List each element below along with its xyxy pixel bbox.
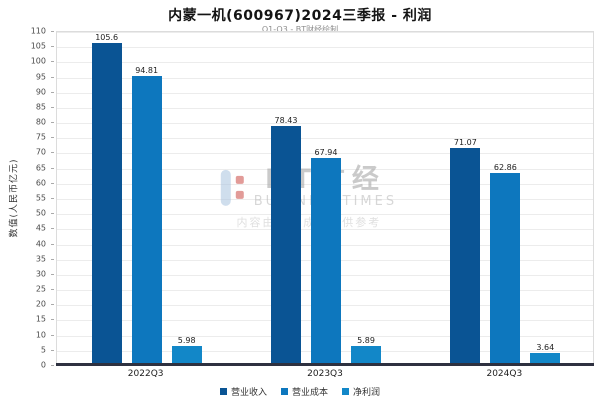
bar-value-label: 67.94 bbox=[314, 147, 338, 157]
legend-item-营业成本: 营业成本 bbox=[280, 385, 328, 398]
bar-value-label: 78.43 bbox=[274, 115, 298, 125]
bar-value-label: 62.86 bbox=[493, 163, 517, 173]
y-tick-label: 25 bbox=[35, 284, 46, 294]
bar-净利润-2023Q3 bbox=[351, 346, 381, 364]
legend-item-净利润: 净利润 bbox=[342, 385, 380, 398]
x-axis-labels: 2022Q3 2023Q3 2024Q3 bbox=[56, 369, 594, 381]
y-tick-label: 10 bbox=[35, 330, 46, 340]
y-tick-label: 80 bbox=[35, 117, 46, 127]
y-tick-label: 100 bbox=[30, 56, 46, 66]
y-tick-mark bbox=[51, 46, 54, 48]
gridline bbox=[57, 123, 593, 125]
y-tick-mark bbox=[51, 91, 54, 93]
bar-value-label: 105.6 bbox=[95, 33, 119, 43]
y-tick-label: 20 bbox=[35, 299, 46, 309]
gridline bbox=[57, 62, 593, 64]
y-tick-mark bbox=[51, 365, 54, 366]
y-tick-mark bbox=[51, 182, 54, 184]
bar-营业收入-2022Q3 bbox=[91, 43, 122, 364]
y-tick-mark bbox=[51, 31, 54, 32]
y-tick-mark bbox=[51, 258, 54, 260]
legend-item-营业收入: 营业收入 bbox=[219, 385, 267, 398]
x-tick-label: 2024Q3 bbox=[486, 369, 523, 379]
gridline bbox=[57, 47, 593, 49]
y-tick-mark bbox=[51, 122, 54, 124]
y-tick-mark bbox=[51, 243, 54, 245]
bar-营业成本-2022Q3 bbox=[131, 76, 162, 364]
bar-净利润-2024Q3 bbox=[530, 352, 561, 364]
gridline bbox=[57, 92, 593, 94]
y-tick-label: 0 bbox=[40, 360, 46, 370]
bt-logo-bar bbox=[220, 169, 231, 206]
y-tick-label: 45 bbox=[35, 223, 46, 233]
y-tick-label: 85 bbox=[35, 102, 46, 112]
gridline bbox=[57, 77, 593, 79]
bar-净利润-2022Q3 bbox=[171, 345, 202, 364]
legend-label: 净利润 bbox=[353, 388, 381, 398]
y-tick-label: 35 bbox=[35, 254, 46, 264]
y-tick-mark bbox=[51, 61, 54, 63]
bt-logo-dot bbox=[235, 176, 244, 184]
y-tick-mark bbox=[51, 228, 54, 230]
gridline bbox=[57, 32, 593, 33]
y-tick-label: 30 bbox=[35, 269, 46, 279]
bar-value-label: 5.89 bbox=[357, 336, 375, 346]
chart-subtitle: Q1-Q3 - BT财经绘制 bbox=[261, 25, 339, 34]
y-tick-label: 15 bbox=[35, 314, 46, 324]
chart-title: 内蒙一机(600967)2024三季报 - 利润 bbox=[168, 8, 432, 24]
y-tick-label: 50 bbox=[35, 208, 46, 218]
y-tick-mark bbox=[51, 137, 54, 139]
y-tick-label: 110 bbox=[30, 26, 46, 36]
y-tick-label: 60 bbox=[35, 178, 46, 188]
bar-营业收入-2023Q3 bbox=[271, 125, 301, 364]
y-tick-mark bbox=[51, 76, 54, 78]
legend-marker bbox=[342, 388, 349, 395]
legend: 营业收入 营业成本 净利润 bbox=[0, 385, 600, 398]
x-tick-label: 2022Q3 bbox=[127, 369, 164, 379]
legend-marker bbox=[219, 388, 227, 395]
y-tick-mark bbox=[51, 273, 54, 275]
x-axis-line bbox=[56, 363, 594, 366]
plot-area: BT财经 BUSINESSTIMES 内容由AI生成，仅供参考 105.6 94.… bbox=[56, 31, 594, 366]
y-tick-mark bbox=[51, 213, 54, 215]
y-tick-mark bbox=[51, 319, 54, 321]
bt-logo-icon bbox=[220, 169, 244, 206]
watermark-note: 内容由AI生成，仅供参考 bbox=[236, 216, 382, 230]
y-axis-ticks: 0 5 10 15 20 25 30 35 40 45 50 55 60 65 70 75 80 85 90 95 10… bbox=[0, 27, 54, 370]
y-tick-mark bbox=[51, 349, 54, 351]
y-tick-mark bbox=[51, 334, 54, 336]
y-tick-mark bbox=[51, 304, 54, 306]
y-tick-label: 40 bbox=[35, 239, 46, 249]
y-tick-label: 70 bbox=[35, 147, 46, 157]
y-tick-label: 55 bbox=[35, 193, 46, 203]
y-tick-label: 65 bbox=[35, 163, 46, 173]
legend-marker bbox=[280, 388, 288, 395]
bar-value-label: 71.07 bbox=[453, 138, 477, 148]
y-tick-label: 90 bbox=[35, 87, 46, 97]
y-tick-mark bbox=[51, 152, 54, 154]
y-tick-label: 75 bbox=[35, 132, 46, 142]
x-tick-label: 2023Q3 bbox=[307, 369, 343, 379]
bar-value-label: 94.81 bbox=[135, 66, 159, 76]
bar-营业成本-2024Q3 bbox=[490, 173, 521, 364]
y-tick-label: 105 bbox=[30, 41, 46, 51]
gridline bbox=[57, 153, 593, 155]
bt-logo-dot bbox=[235, 191, 244, 199]
y-tick-mark bbox=[51, 289, 54, 291]
y-tick-label: 5 bbox=[40, 345, 46, 355]
gridline bbox=[57, 107, 593, 109]
gridline bbox=[57, 138, 593, 140]
bar-value-label: 3.64 bbox=[536, 342, 555, 352]
y-tick-label: 95 bbox=[35, 72, 46, 82]
y-tick-mark bbox=[51, 106, 54, 108]
y-tick-mark bbox=[51, 198, 54, 199]
bar-营业成本-2023Q3 bbox=[311, 157, 341, 364]
legend-label: 营业成本 bbox=[291, 388, 328, 398]
watermark: BT财经 BUSINESSTIMES 内容由AI生成，仅供参考 bbox=[220, 165, 397, 230]
legend-label: 营业收入 bbox=[230, 388, 267, 398]
bar-营业收入-2024Q3 bbox=[450, 148, 481, 364]
bar-value-label: 5.98 bbox=[177, 335, 196, 345]
y-tick-mark bbox=[51, 167, 54, 169]
